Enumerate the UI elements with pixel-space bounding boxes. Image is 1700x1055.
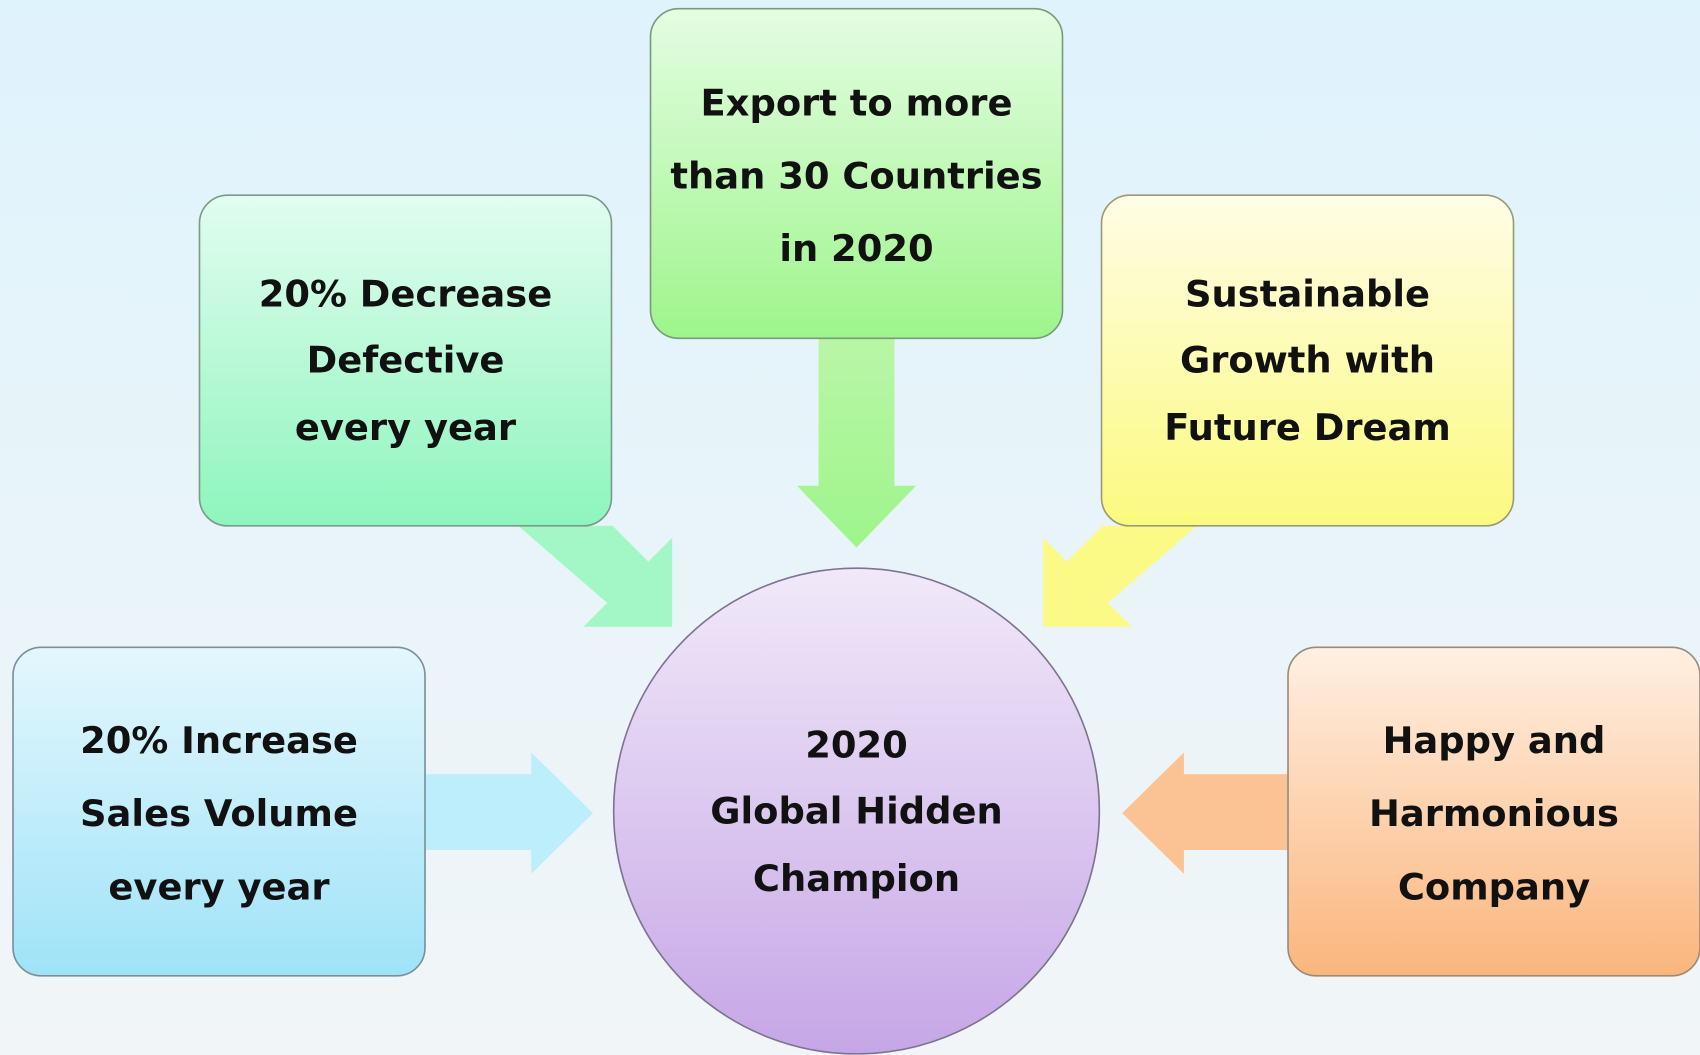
label-line: Company bbox=[1398, 866, 1590, 909]
label-line: Harmonious bbox=[1369, 792, 1619, 835]
label-line: 2020 bbox=[805, 724, 908, 767]
label-line: Export to more bbox=[701, 82, 1013, 125]
diagram: Export to more than 30 Countries in 2020 20… bbox=[0, 0, 1700, 1055]
label-line: Champion bbox=[753, 857, 960, 900]
label-line: every year bbox=[108, 866, 330, 909]
label-line: than 30 Countries bbox=[670, 154, 1042, 197]
page: {"center": {"lines": ["2020", "Global Hi… bbox=[0, 0, 1700, 1055]
label-line: every year bbox=[295, 406, 517, 449]
label-line: Defective bbox=[307, 339, 505, 382]
label-line: Sales Volume bbox=[80, 792, 358, 835]
label-line: Future Dream bbox=[1164, 406, 1451, 449]
label-line: Growth with bbox=[1180, 339, 1435, 382]
label-line: Sustainable bbox=[1185, 273, 1430, 316]
label-line: Happy and bbox=[1383, 719, 1606, 762]
label-line: Global Hidden bbox=[710, 790, 1002, 833]
label-line: 20% Increase bbox=[80, 719, 358, 762]
label-line: 20% Decrease bbox=[259, 273, 553, 316]
label-line: in 2020 bbox=[779, 227, 933, 270]
